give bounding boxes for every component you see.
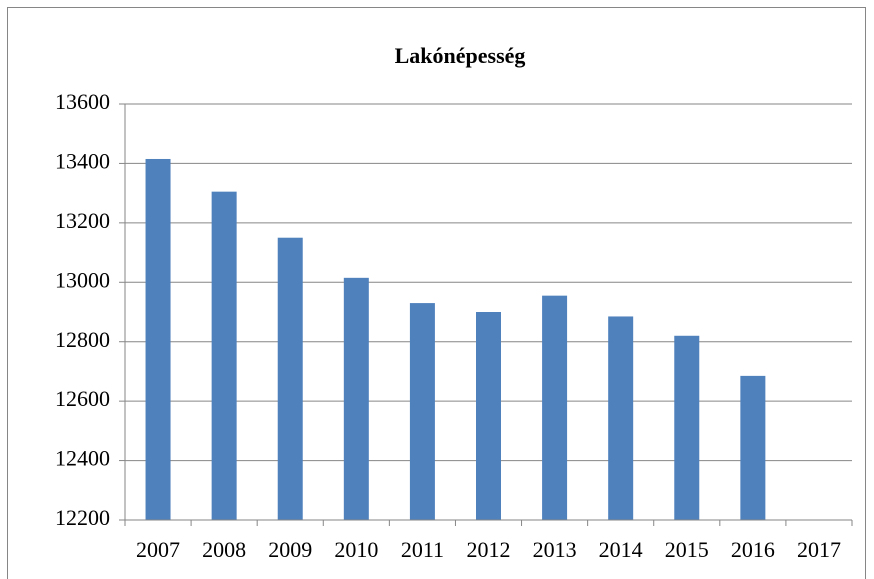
- x-tick-label: 2010: [334, 537, 378, 562]
- bar: [211, 191, 237, 520]
- bar: [277, 237, 303, 520]
- x-tick-label: 2011: [401, 537, 444, 562]
- x-tick-label: 2014: [599, 537, 643, 562]
- y-tick-label: 12200: [55, 505, 110, 530]
- x-tick-label: 2015: [665, 537, 709, 562]
- bar: [145, 158, 171, 520]
- y-tick-label: 12800: [55, 327, 110, 352]
- bar: [476, 312, 501, 520]
- y-tick-label: 13000: [55, 267, 110, 292]
- chart-title: Lakónépesség: [395, 43, 526, 68]
- bar: [674, 335, 700, 520]
- x-tick-label: 2012: [467, 537, 511, 562]
- y-tick-label: 13200: [55, 208, 110, 233]
- y-tick-label: 13600: [55, 89, 110, 114]
- bar: [542, 295, 568, 520]
- bar: [608, 316, 634, 520]
- bar: [409, 303, 435, 520]
- x-tick-label: 2017: [797, 537, 841, 562]
- x-tick-label: 2007: [136, 537, 180, 562]
- bar: [740, 375, 766, 520]
- chart-border: [7, 7, 866, 579]
- x-tick-label: 2009: [268, 537, 312, 562]
- bar: [343, 277, 369, 520]
- y-tick-label: 12400: [55, 446, 110, 471]
- x-tick-label: 2008: [202, 537, 246, 562]
- y-tick-label: 13400: [55, 148, 110, 173]
- x-tick-label: 2016: [731, 537, 775, 562]
- y-tick-label: 12600: [55, 386, 110, 411]
- x-tick-label: 2013: [533, 537, 577, 562]
